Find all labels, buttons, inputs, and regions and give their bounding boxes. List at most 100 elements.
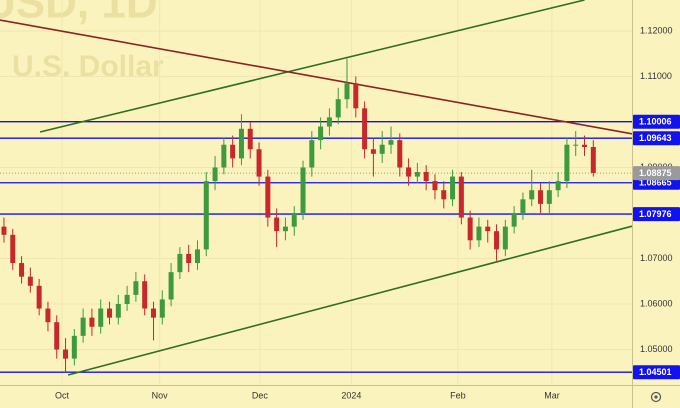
candle-body	[194, 249, 200, 264]
trendline	[67, 225, 633, 376]
candle-body	[318, 126, 324, 141]
candle-body	[529, 190, 535, 200]
settings-icon[interactable]	[650, 391, 662, 403]
candle-body	[142, 281, 148, 309]
candle-body	[10, 234, 16, 264]
price-label-box	[633, 365, 680, 380]
settings-ring	[650, 391, 662, 403]
candle-body	[54, 322, 60, 350]
y-tick-label: 1.07000	[640, 253, 673, 263]
candle-body	[520, 199, 526, 213]
candle-body	[423, 172, 429, 182]
candle-body	[414, 172, 420, 177]
candle-body	[441, 190, 447, 200]
candle-body	[291, 212, 297, 227]
candle-body	[63, 349, 69, 359]
price-label: 1.08875	[639, 168, 672, 178]
price-label: 1.10006	[639, 117, 672, 127]
y-tick-label: 1.05000	[640, 344, 673, 354]
candle-body	[494, 231, 500, 250]
candle-body	[564, 144, 570, 182]
candle-body	[45, 308, 51, 323]
axes: 1.120001.110001.090001.070001.060001.050…	[55, 25, 680, 400]
candle-body	[362, 108, 368, 150]
candle-body	[476, 226, 482, 241]
price-label-box	[633, 207, 680, 222]
candle-body	[177, 253, 183, 273]
candle-body	[265, 176, 271, 218]
candle-body	[397, 140, 403, 168]
candle-body	[406, 167, 412, 177]
trendline	[39, 0, 585, 133]
candle-body	[379, 144, 385, 154]
candle-body	[19, 263, 25, 277]
candle-body	[98, 308, 104, 327]
candle-body	[555, 181, 561, 191]
candle-body	[230, 144, 236, 159]
settings-dot	[654, 395, 658, 399]
candle-body	[573, 144, 579, 146]
candle-body	[89, 317, 95, 327]
candle-body	[344, 83, 350, 100]
price-label: 1.08665	[639, 178, 672, 188]
x-tick-label: 2024	[341, 390, 361, 400]
price-label-box	[633, 131, 680, 146]
candle-body	[450, 176, 456, 200]
candle-body	[159, 299, 165, 318]
x-tick-label: Feb	[450, 390, 466, 400]
candle-body	[353, 83, 359, 109]
candle-body	[221, 144, 227, 168]
candle-body	[212, 167, 218, 182]
trendline	[0, 19, 633, 135]
price-label: 1.09643	[639, 133, 672, 143]
candle-body	[485, 226, 491, 232]
price-label-box	[633, 114, 680, 129]
candle-body	[538, 190, 544, 204]
candle-body	[502, 226, 508, 250]
candle-body	[107, 308, 113, 318]
x-tick-label: Mar	[544, 390, 560, 400]
candle-body	[274, 217, 280, 232]
candle-body	[36, 285, 42, 309]
price-label-box	[633, 166, 680, 181]
candle-body	[282, 226, 288, 232]
candle-body	[388, 140, 394, 145]
candle-body	[458, 176, 464, 218]
candle-body	[238, 128, 244, 159]
x-tick-label: Oct	[55, 390, 70, 400]
candle-body	[247, 128, 253, 150]
candle-body	[150, 308, 156, 318]
candle-body	[511, 212, 517, 227]
candle-body	[326, 117, 332, 127]
candle-body	[27, 276, 33, 286]
y-tick-label: 1.06000	[640, 298, 673, 308]
candle-body	[546, 190, 552, 204]
candle-body	[467, 217, 473, 241]
candle-body	[582, 144, 588, 147]
watermark-title: USD, 1D	[0, 0, 158, 28]
candle-body	[203, 181, 209, 250]
price-label: 1.07976	[639, 209, 672, 219]
candle-body	[168, 272, 174, 300]
candle-body	[186, 253, 192, 264]
candle-body	[124, 294, 130, 304]
candle-body	[71, 335, 77, 359]
candle-body	[335, 99, 341, 118]
price-label: 1.04501	[639, 367, 672, 377]
candle-body	[133, 281, 139, 295]
candle-body	[300, 167, 306, 213]
candle-body	[80, 317, 86, 336]
y-tick-label: 1.11000	[640, 71, 672, 81]
candle-body	[432, 181, 438, 191]
candle-body	[590, 146, 596, 173]
candle-body	[115, 303, 121, 318]
x-tick-label: Dec	[252, 390, 269, 400]
candle-body	[1, 226, 7, 235]
y-tick-label: 1.12000	[640, 25, 673, 35]
plot-area	[0, 0, 633, 385]
x-tick-label: Nov	[152, 390, 169, 400]
candle-body	[370, 149, 376, 154]
